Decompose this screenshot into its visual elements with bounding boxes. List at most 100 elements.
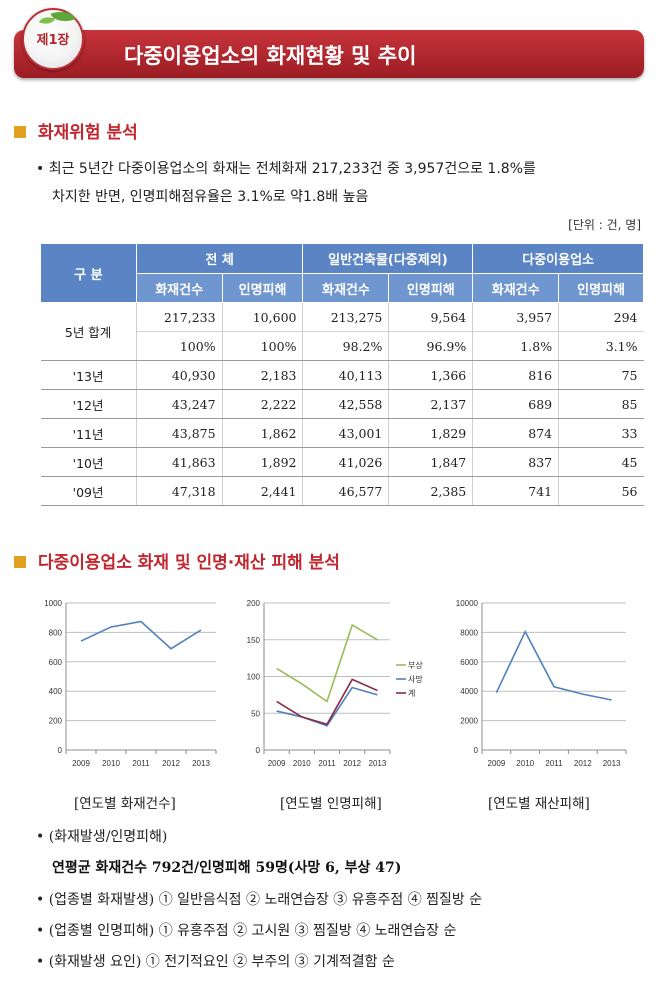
table-row-sum-pcts: 100% 100% 98.2% 96.9% 1.8% 3.1% [41,331,644,361]
x-tick-label: 2009 [268,759,286,768]
table-cell: 816 [472,360,560,390]
table-cell: 98.2% [302,331,390,361]
y-tick-label: 0 [58,746,63,755]
x-tick-label: 2012 [343,759,361,768]
note-line-5: • (화재발생 요인) ① 전기적요인 ② 부주의 ③ 기계적결함 순 [36,954,395,970]
table-row: '10년 41,863 1,892 41,026 1,847 837 45 [40,447,644,477]
group-header-multiuse: 다중이용업소 [472,243,644,274]
table-cell: 56 [558,476,644,506]
fire-statistics-table: 구 분 전 체 일반건축물(다중제외) 다중이용업소 화재건수 인명피해 화재건… [40,243,644,506]
subheader: 인명피해 [388,273,474,303]
note-line-4: • (업종별 인명피해) ① 유흥주점 ② 고시원 ③ 찜질방 ④ 노래연습장 … [36,923,457,939]
x-tick-label: 2011 [318,759,336,768]
table-cell: 41,863 [136,447,223,477]
x-tick-label: 2012 [162,759,180,768]
table-cell: 43,875 [136,418,223,448]
note-line-1: • (화재발생/인명피해) [36,829,168,845]
y-tick-label: 6000 [460,658,478,667]
series-line-0 [276,623,378,703]
table-cell: 1,366 [388,360,474,390]
y-tick-label: 100 [247,673,261,682]
table-cell: 294 [558,302,644,332]
table-cell: 43,247 [136,389,223,419]
y-tick-label: 800 [49,628,63,637]
row-label-sum: 5년 합계 [40,302,137,361]
y-tick-label: 0 [256,746,261,755]
x-tick-label: 2010 [293,759,311,768]
chapter-header: 다중이용업소의 화재현황 및 추이 [14,30,644,78]
y-tick-label: 10000 [456,599,479,608]
x-tick-label: 2010 [516,759,534,768]
table-cell: 10,600 [222,302,304,332]
y-tick-label: 8000 [460,628,478,637]
table-cell: 100% [222,331,304,361]
table-cell: 47,318 [136,476,223,506]
table-cell: 2,137 [388,389,474,419]
table-cell: 33 [558,418,644,448]
y-tick-label: 4000 [460,687,478,696]
row-label-year: '13년 [40,360,137,390]
y-tick-label: 150 [247,636,261,645]
table-cell: 40,930 [136,360,223,390]
x-tick-label: 2009 [488,759,506,768]
chart-caption-property: [연도별 재산피해] [488,796,590,812]
summary-line-2: 차지한 반면, 인명피해점유율은 3.1%로 약1.8배 높음 [52,189,369,205]
table-corner-header: 구 분 [40,243,137,303]
table-row: '12년 43,247 2,222 42,558 2,137 689 85 [40,389,644,419]
table-cell: 42,558 [302,389,390,419]
row-label-year: '09년 [40,476,137,506]
section-heading-damage-analysis: 다중이용업소 화재 및 인명·재산 피해 분석 [14,548,340,573]
section-square-icon [14,556,26,568]
section-heading-text: 화재위험 분석 [38,123,138,143]
table-cell: 2,385 [388,476,474,506]
table-row: '13년 40,930 2,183 40,113 1,366 816 75 [40,360,644,390]
y-tick-label: 200 [49,717,63,726]
y-tick-label: 0 [474,746,479,755]
table-cell: 75 [558,360,644,390]
chart-caption-fire-count: [연도별 화재건수] [74,796,176,812]
table-cell: 85 [558,389,644,419]
x-tick-label: 2012 [574,759,592,768]
y-tick-label: 2000 [460,717,478,726]
row-label-year: '12년 [40,389,137,419]
table-cell: 96.9% [388,331,474,361]
table-cell: 3.1% [558,331,644,361]
table-cell: 874 [472,418,560,448]
y-tick-label: 400 [49,687,63,696]
summary-line-1: • 최근 5년간 다중이용업소의 화재는 전체화재 217,233건 중 3,9… [36,161,536,177]
table-cell: 2,183 [222,360,304,390]
x-tick-label: 2013 [603,759,621,768]
table-cell: 2,441 [222,476,304,506]
table-row: '11년 43,875 1,862 43,001 1,829 874 33 [40,418,644,448]
table-cell: 1,862 [222,418,304,448]
chart-fire-count: 0 200 400 600 800 1000 2009 2010 2011 2012 2013 [36,595,226,784]
series-line-2 [276,678,378,726]
row-label-year: '11년 [40,418,137,448]
table-cell: 3,957 [472,302,560,332]
table-cell: 1.8% [472,331,560,361]
table-cell: 100% [136,331,223,361]
table-cell: 837 [472,447,560,477]
line-chart-svg: 0 2000 4000 6000 8000 10000 2009 2010 2011 2012 20… [456,599,627,768]
note-line-3: • (업종별 화재발생) ① 일반음식점 ② 노래연습장 ③ 유흥주점 ④ 찜질… [36,892,483,908]
table-cell: 689 [472,389,560,419]
x-tick-label: 2010 [102,759,120,768]
leaf-icon [50,6,76,27]
row-label-year: '10년 [40,447,137,477]
series-line-1 [276,686,378,727]
table-cell: 45 [558,447,644,477]
chapter-badge-label: 제1장 [36,33,70,48]
chapter-badge: 제1장 [22,6,84,70]
table-cell: 40,113 [302,360,390,390]
series-line [495,629,612,701]
section-square-icon [14,126,26,138]
y-tick-label: 200 [247,599,261,608]
unit-label: [단위 : 건, 명] [568,218,641,232]
section-heading-text: 다중이용업소 화재 및 인명·재산 피해 분석 [38,553,340,573]
legend-label: 사망 [408,674,423,684]
chart-property-damage: 0 2000 4000 6000 8000 10000 2009 2010 2011 2012 20… [446,595,636,784]
table-cell: 46,577 [302,476,390,506]
table-cell: 741 [472,476,560,506]
subheader: 인명피해 [221,273,304,303]
